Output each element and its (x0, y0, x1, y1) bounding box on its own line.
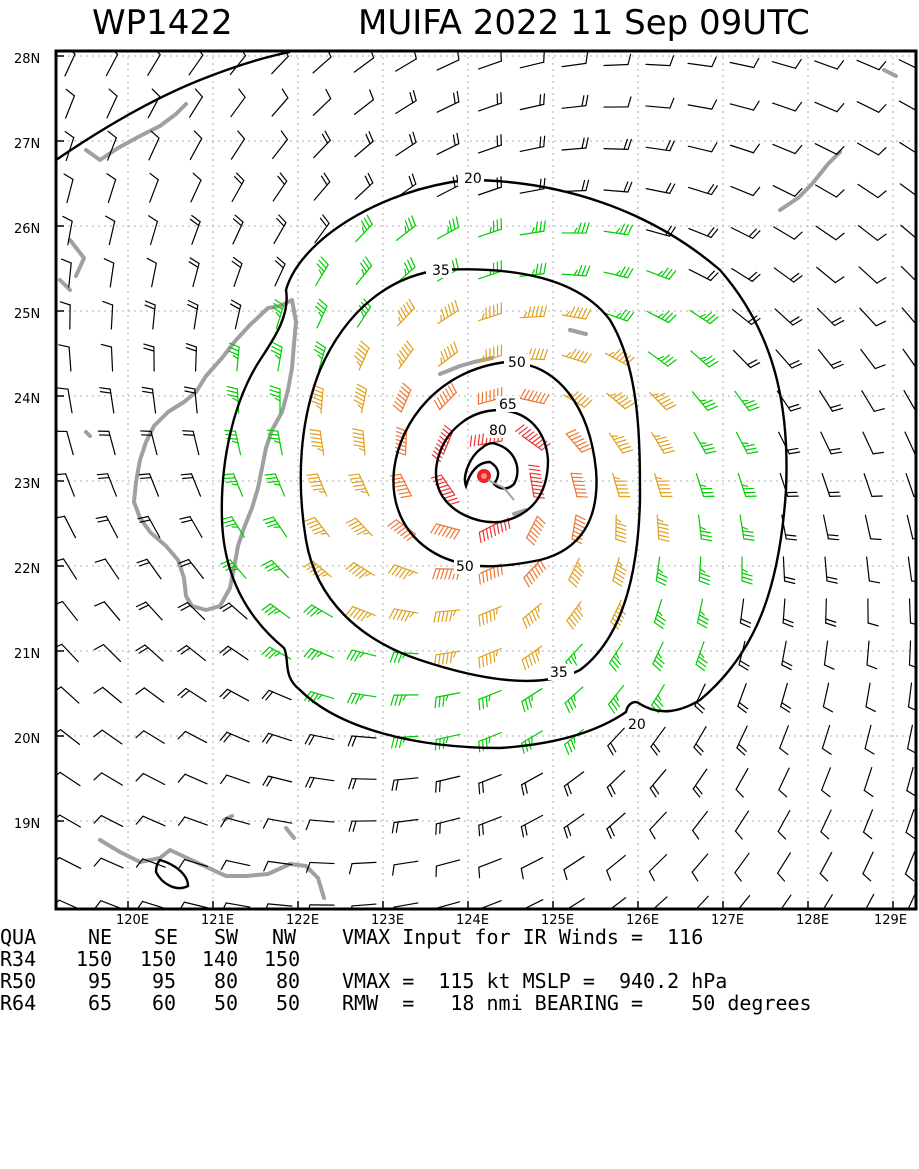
r50-label: R50 (0, 970, 36, 992)
wind-barbs (52, 47, 919, 923)
contour-label-80: 80 (489, 423, 507, 439)
contour-label-50-bottom: 50 (456, 559, 474, 575)
contour-outer-left (56, 52, 290, 160)
lon-label-128e: 128E (796, 913, 829, 926)
r34-se: 150 (140, 948, 176, 970)
storm-statistics: QUA NE SE SW NW VMAX Input for IR Winds … (0, 926, 919, 1014)
vmax-input-text: VMAX Input for IR Winds = 116 (342, 926, 703, 948)
lat-label-20n: 20N (14, 732, 40, 747)
r64-nw: 50 (276, 992, 300, 1014)
contour-label-65: 65 (499, 397, 517, 413)
r64-ne: 65 (88, 992, 112, 1014)
lat-label-22n: 22N (14, 562, 40, 577)
lon-label-120e: 120E (116, 913, 149, 926)
contour-luzon (156, 860, 188, 888)
lat-label-28n: 28N (14, 52, 40, 67)
contour-label-35-top: 35 (432, 263, 450, 279)
r64-se: 60 (152, 992, 176, 1014)
quadrant-header-row: QUA NE SE SW NW VMAX Input for IR Winds … (0, 926, 48, 948)
quadrant-header-label: QUA (0, 926, 36, 948)
quadrant-sw-header: SW (214, 926, 238, 948)
r34-ne: 150 (76, 948, 112, 970)
r34-nw: 150 (264, 948, 300, 970)
lat-label-26n: 26N (14, 222, 40, 237)
quadrant-nw-header: NW (272, 926, 296, 948)
vmax-mslp-text: VMAX = 115 kt MSLP = 940.2 hPa (342, 970, 727, 992)
contour-label-20-top: 20 (464, 171, 482, 187)
lon-label-127e: 127E (711, 913, 744, 926)
wind-map: 20 35 50 65 80 50 35 20 28N 27N 26N (0, 40, 919, 926)
quadrant-se-header: SE (154, 926, 178, 948)
lat-label-19n: 19N (14, 817, 40, 832)
r50-se: 95 (152, 970, 176, 992)
r64-sw: 50 (214, 992, 238, 1014)
storm-center-marker (477, 469, 514, 500)
r34-sw: 140 (202, 948, 238, 970)
lat-label-23n: 23N (14, 477, 40, 492)
r50-ne: 95 (88, 970, 112, 992)
r34-row: R34 150 150 140 150 (0, 948, 48, 970)
lat-label-27n: 27N (14, 137, 40, 152)
lat-label-24n: 24N (14, 392, 40, 407)
r64-row: R64 65 60 50 50 RMW = 18 nmi BEARING = 5… (0, 992, 48, 1014)
lat-label-25n: 25N (14, 307, 40, 322)
quadrant-ne-header: NE (88, 926, 112, 948)
latitude-labels: 28N 27N 26N 25N 24N 23N 22N 21N 20N 19N (14, 52, 40, 832)
r64-label: R64 (0, 992, 36, 1014)
lat-label-21n: 21N (14, 647, 40, 662)
r50-nw: 80 (276, 970, 300, 992)
contour-20-kt (222, 180, 787, 748)
r50-sw: 80 (214, 970, 238, 992)
lon-label-129e: 129E (874, 913, 907, 926)
contour-label-35-bottom: 35 (550, 665, 568, 681)
rmw-bearing-text: RMW = 18 nmi BEARING = 50 degrees (342, 992, 812, 1014)
r50-row: R50 95 95 80 80 VMAX = 115 kt MSLP = 940… (0, 970, 48, 992)
contour-label-20-bottom: 20 (628, 717, 646, 733)
wind-speed-contours (56, 52, 787, 888)
small-island (86, 432, 90, 436)
contour-label-50-top: 50 (508, 355, 526, 371)
luzon-coastline (100, 816, 324, 898)
r34-label: R34 (0, 948, 36, 970)
okinawa-islands (780, 70, 896, 210)
ryukyu-islands (60, 104, 186, 290)
